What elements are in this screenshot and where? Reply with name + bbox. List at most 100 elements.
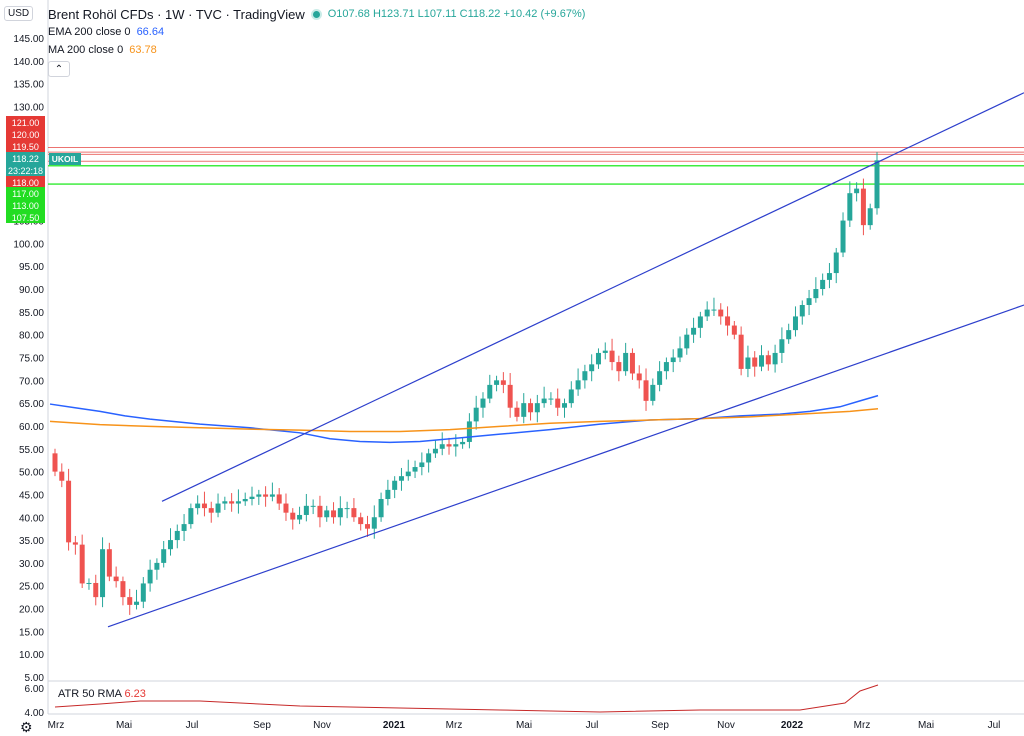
symbol-row: Brent Rohöl CFDs · 1W · TVC · TradingVie… bbox=[48, 5, 585, 23]
candle-body bbox=[786, 330, 792, 340]
candle-body bbox=[378, 498, 384, 518]
candle-body bbox=[589, 364, 595, 372]
candle-body bbox=[201, 503, 207, 509]
candle-body bbox=[446, 444, 452, 447]
atr-legend[interactable]: ATR 50 RMA 6.23 bbox=[58, 688, 146, 700]
x-tick-label: Jul bbox=[186, 720, 199, 731]
ema-indicator-row[interactable]: EMA 200 close 0 66.64 bbox=[48, 23, 585, 41]
y-tick-label: 130.00 bbox=[13, 102, 44, 113]
candle-body bbox=[650, 384, 656, 401]
y-tick-label: 65.00 bbox=[19, 399, 44, 410]
atr-line bbox=[54, 684, 879, 713]
candle-body bbox=[324, 510, 330, 518]
candle-body bbox=[188, 508, 194, 525]
x-tick-label: Mrz bbox=[446, 720, 463, 731]
candle-body bbox=[351, 508, 357, 518]
y-tick-label: 85.00 bbox=[19, 308, 44, 319]
candle-body bbox=[860, 188, 866, 226]
y-tick-label: 80.00 bbox=[19, 331, 44, 342]
candle-body bbox=[745, 357, 751, 369]
candle-body bbox=[629, 352, 635, 374]
candle-body bbox=[100, 549, 106, 598]
collapse-legend-button[interactable]: ⌃ bbox=[48, 61, 70, 77]
candle-body bbox=[195, 503, 201, 509]
candle-body bbox=[297, 514, 303, 520]
price-badge-label: 121.00 bbox=[12, 118, 40, 128]
candle-body bbox=[568, 389, 574, 404]
x-tick-label: 2022 bbox=[781, 720, 804, 731]
candle-body bbox=[269, 494, 275, 497]
candle-body bbox=[79, 544, 85, 584]
candle-body bbox=[820, 279, 826, 290]
candle-body bbox=[616, 362, 622, 372]
chart-legend: Brent Rohöl CFDs · 1W · TVC · TradingVie… bbox=[48, 5, 585, 77]
candle-body bbox=[134, 601, 140, 605]
candle-body bbox=[704, 309, 710, 317]
candle-body bbox=[263, 494, 269, 497]
candle-body bbox=[473, 407, 479, 422]
candle-body bbox=[874, 160, 880, 209]
candle-body bbox=[52, 453, 58, 472]
candle-body bbox=[521, 403, 527, 417]
price-badge-label: 120.00 bbox=[12, 130, 40, 140]
gear-icon[interactable]: ⚙ bbox=[20, 719, 33, 735]
candle-body bbox=[534, 403, 540, 413]
candle-body bbox=[161, 549, 167, 563]
price-badge bbox=[6, 116, 45, 128]
price-badge-label: 117.00 bbox=[12, 189, 39, 199]
candle-body bbox=[385, 489, 391, 499]
candle-body bbox=[419, 462, 425, 468]
candle-body bbox=[229, 501, 235, 504]
candle-body bbox=[426, 453, 432, 463]
atr-tick-label: 4.00 bbox=[25, 708, 45, 719]
candle-body bbox=[562, 403, 568, 408]
x-tick-label: Jul bbox=[988, 720, 1001, 731]
candle-body bbox=[249, 496, 255, 499]
price-badge-label: 107.50 bbox=[12, 213, 40, 223]
candle-body bbox=[364, 524, 370, 529]
candle-body bbox=[507, 384, 513, 408]
candle-body bbox=[222, 501, 228, 504]
y-tick-label: 25.00 bbox=[19, 582, 44, 593]
x-tick-label: Nov bbox=[717, 720, 735, 731]
candle-body bbox=[663, 362, 669, 372]
currency-selector[interactable]: USD bbox=[4, 6, 34, 21]
candle-body bbox=[582, 371, 588, 381]
candle-body bbox=[140, 583, 146, 602]
price-badge-label: 118.00 bbox=[12, 178, 39, 188]
x-tick-label: Nov bbox=[313, 720, 331, 731]
price-badge bbox=[6, 128, 45, 140]
candle-body bbox=[806, 298, 812, 306]
candle-body bbox=[677, 348, 683, 358]
candle-body bbox=[480, 398, 486, 408]
candle-body bbox=[752, 357, 758, 367]
price-badge-label: 23:22:18 bbox=[8, 166, 43, 176]
candle-body bbox=[528, 403, 534, 413]
y-tick-label: 90.00 bbox=[19, 285, 44, 296]
candle-body bbox=[731, 325, 737, 335]
price-badge-label: 113.00 bbox=[12, 201, 39, 211]
ema-value: 66.64 bbox=[136, 26, 165, 38]
candle-body bbox=[500, 380, 506, 385]
candle-body bbox=[643, 380, 649, 401]
y-tick-label: 5.00 bbox=[25, 673, 45, 684]
candle-body bbox=[235, 501, 241, 504]
candle-body bbox=[405, 471, 411, 477]
symbol-title[interactable]: Brent Rohöl CFDs · 1W · TVC · TradingVie… bbox=[48, 6, 305, 22]
ema-line bbox=[49, 394, 879, 444]
candle-body bbox=[86, 582, 92, 584]
candle-body bbox=[317, 505, 323, 518]
y-tick-label: 95.00 bbox=[19, 262, 44, 273]
candle-body bbox=[792, 316, 798, 331]
price-badge bbox=[6, 199, 45, 211]
y-tick-label: 135.00 bbox=[13, 80, 44, 91]
ma-indicator-row[interactable]: MA 200 close 0 63.78 bbox=[48, 41, 585, 59]
candle-body bbox=[276, 494, 282, 504]
candle-body bbox=[344, 508, 350, 510]
y-tick-label: 45.00 bbox=[19, 490, 44, 501]
candle-body bbox=[147, 569, 153, 584]
x-tick-label: Sep bbox=[651, 720, 669, 731]
x-tick-label: Mrz bbox=[854, 720, 871, 731]
candle-body bbox=[840, 220, 846, 253]
